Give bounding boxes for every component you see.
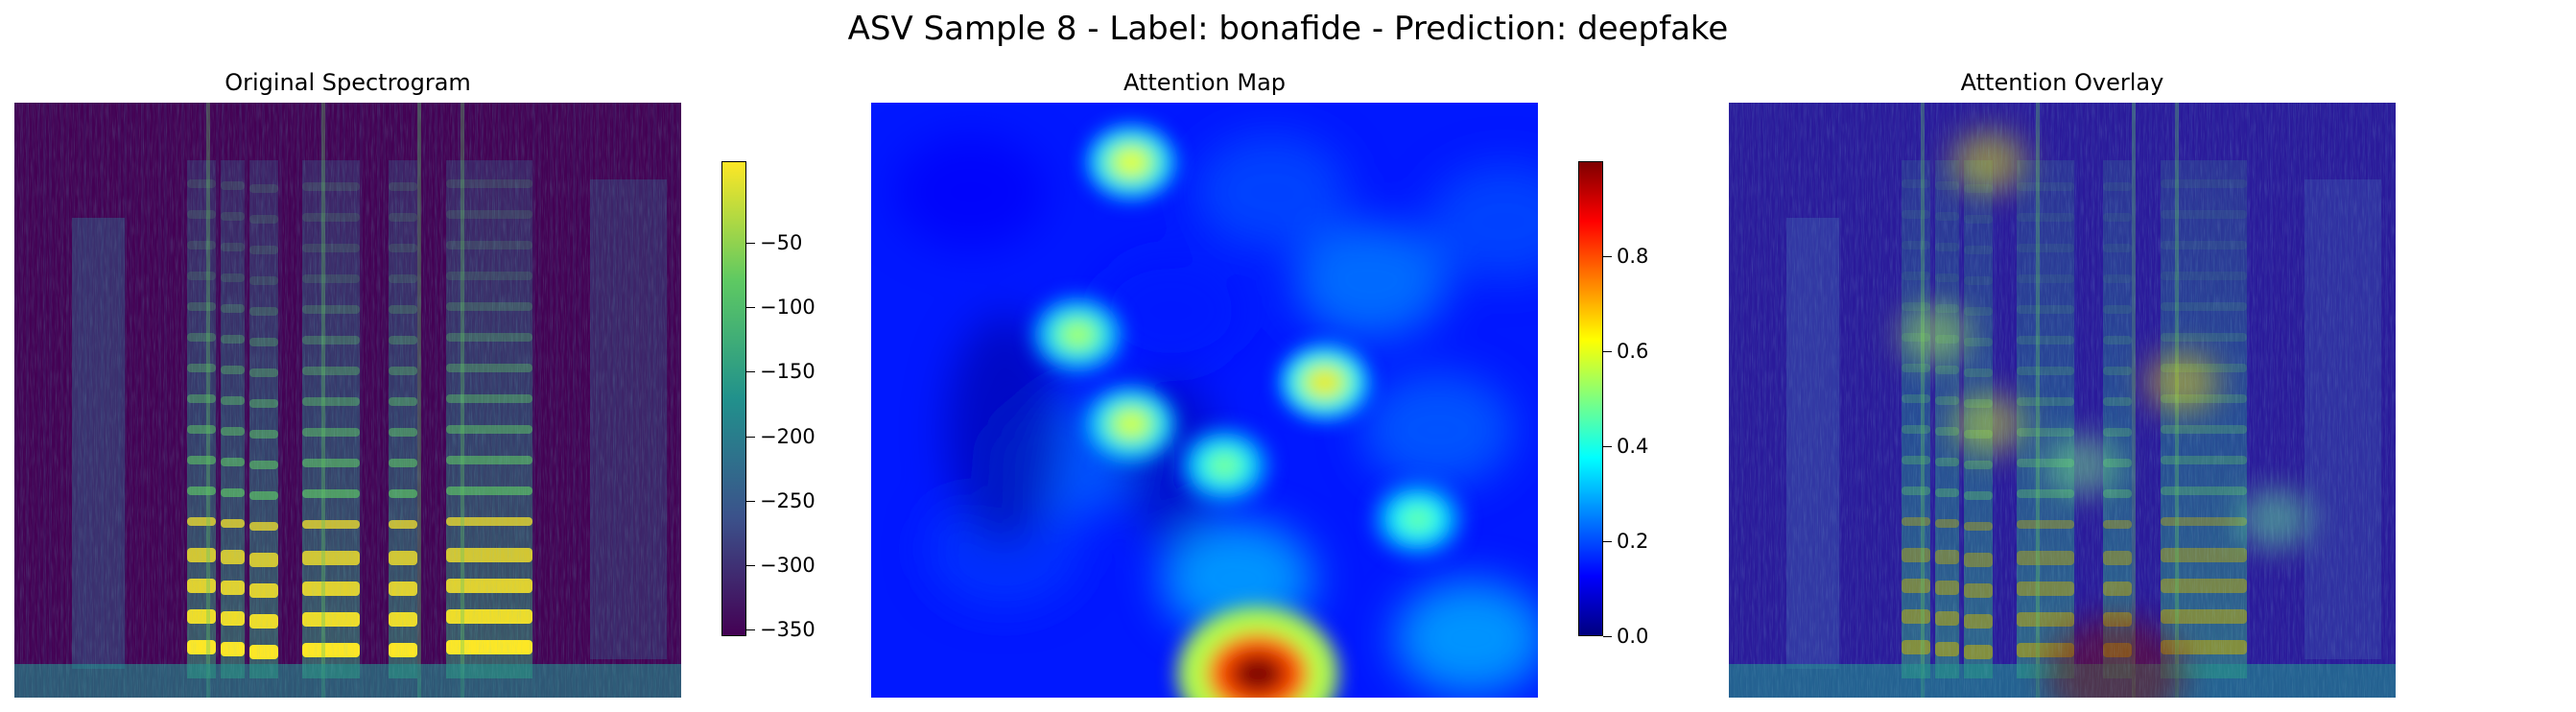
spectrogram-colorbar-tick [746,242,755,244]
spectrogram-colorbar-tick [746,500,755,502]
attention-hotspot [1116,151,1146,174]
spectrogram-colorbar-tick-label: −200 [760,424,815,448]
attention-colorbar-tick-label: 0.4 [1617,435,1649,458]
spectrogram-title: Original Spectrogram [225,69,471,96]
attention-overlay-heatmap [1729,103,2396,698]
spectrogram-heatmap [14,103,681,698]
attention-map-heatmap [871,103,1538,698]
spectrogram-colorbar-tick-label: −150 [760,360,815,384]
attention-hotspot [1063,323,1093,346]
spectrogram-colorbar-tick-label: −50 [760,230,803,254]
figure-title: ASV Sample 8 - Label: bonafide - Predict… [847,10,1729,48]
spectrogram-colorbar [721,161,746,636]
spectrogram-colorbar-tick-label: −250 [760,488,815,512]
attention-colorbar-tick [1603,256,1612,257]
attention-hotspot [1231,653,1286,695]
attention-overlay-image [1729,103,2396,698]
spectrogram-colorbar-tick-label: −300 [760,554,815,578]
attention-colorbar-tick [1603,446,1612,447]
spectrogram-colorbar-tick [746,565,755,567]
attention-colorbar-tick [1603,636,1612,637]
overlay-title: Attention Overlay [1960,69,2164,96]
attention-colorbar-tick [1603,351,1612,352]
attention-hotspot [1116,413,1146,436]
attention-colorbar-tick-label: 0.6 [1617,340,1649,363]
spectrogram-colorbar-tick-label: −350 [760,618,815,642]
attention-colorbar [1578,161,1603,636]
spectrogram-image [14,103,681,698]
attention-colorbar-tick-label: 0.0 [1617,625,1649,648]
spectrogram-colorbar-tick-label: −100 [760,295,815,319]
spectrogram-colorbar-tick [746,306,755,308]
spectrogram-colorbar-tick [746,436,755,438]
attention-map-image [871,103,1538,698]
attention-colorbar-tick [1603,541,1612,542]
attention-colorbar-tick-label: 0.8 [1617,245,1649,268]
spectrogram-colorbar-tick [746,629,755,631]
attention-hotspot [1310,371,1339,393]
attention-map-title: Attention Map [1123,69,1287,96]
attention-colorbar-tick-label: 0.2 [1617,530,1649,553]
spectrogram-colorbar-tick [746,371,755,373]
attention-hotspot [1403,508,1433,531]
attention-hotspot [1210,454,1240,477]
